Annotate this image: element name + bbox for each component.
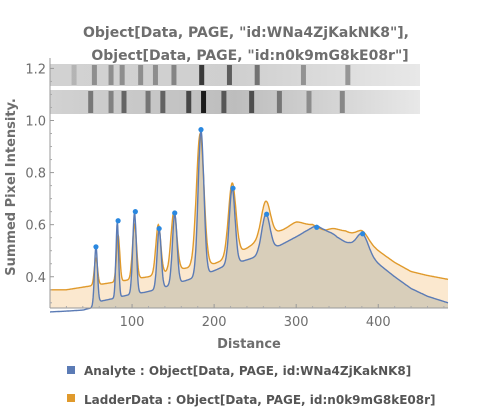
y-tick-label: 0.4: [25, 271, 46, 286]
gel-band: [226, 65, 232, 85]
gel-band: [186, 91, 192, 113]
gel-lane-1: [50, 64, 420, 86]
gel-band: [249, 91, 255, 113]
series-fill-analyte: [50, 130, 448, 308]
legend-swatch-ladder: [67, 394, 75, 402]
peak-marker: [93, 244, 99, 250]
chart-title-line-2: Object[Data, PAGE, "id:n0k9mG8kE08r"]: [91, 48, 408, 64]
peak-marker: [198, 127, 204, 133]
x-axis-label: Distance: [217, 337, 281, 352]
peak-marker: [230, 185, 236, 191]
legend-label-analyte: Analyte : Object[Data, PAGE, id:WNa4ZjKa…: [84, 364, 411, 378]
gel-band: [145, 91, 151, 113]
gel-band: [88, 91, 94, 113]
gel-band: [71, 65, 77, 85]
gel-band: [121, 91, 127, 113]
gel-band: [254, 65, 260, 85]
x-tick-label: 300: [284, 315, 309, 330]
gel-band: [201, 91, 207, 113]
y-tick-label: 0.6: [25, 219, 46, 234]
gel-image: [50, 64, 420, 114]
axes: 100 200 300 400 0.4 0.6 0.8 1.0 1.2: [25, 58, 448, 330]
x-tick-label: 400: [366, 315, 391, 330]
gel-band: [276, 91, 282, 113]
y-tick-label: 0.8: [25, 167, 46, 182]
gel-lane-2: [50, 90, 420, 114]
legend-swatch-analyte: [67, 366, 75, 374]
peak-marker: [115, 218, 121, 224]
gel-band: [300, 65, 306, 85]
peak-marker: [264, 211, 270, 217]
x-tick-label: 200: [202, 315, 227, 330]
gel-band: [108, 91, 114, 113]
peak-marker: [172, 210, 178, 216]
peak-marker: [314, 224, 320, 230]
y-tick-label: 1.2: [25, 62, 46, 77]
y-tick-label: 1.0: [25, 115, 46, 130]
x-tick-label: 100: [120, 315, 145, 330]
legend-label-ladder: LadderData : Object[Data, PAGE, id:n0k9m…: [84, 393, 436, 407]
y-axis-label: Summed Pixel Intensity.: [4, 98, 19, 276]
gel-band: [199, 65, 205, 85]
gel-band: [119, 65, 125, 85]
gel-band: [108, 65, 114, 85]
gel-band: [152, 65, 158, 85]
peak-marker: [156, 225, 162, 232]
gel-band: [339, 91, 345, 113]
gel-band: [160, 91, 166, 113]
gel-band: [91, 65, 97, 85]
gel-band: [345, 65, 351, 85]
peak-marker: [132, 209, 138, 215]
gel-band: [306, 91, 312, 113]
legend: Analyte : Object[Data, PAGE, id:WNa4ZjKa…: [67, 364, 436, 407]
chart-title-line-1: Object[Data, PAGE, "id:WNa4ZjKakNK8"],: [83, 25, 409, 41]
series-line-analyte: [50, 128, 449, 313]
gel-band: [221, 91, 227, 113]
plot-area: [50, 127, 449, 313]
gel-band: [138, 65, 144, 85]
gel-band: [171, 65, 177, 85]
peak-marker: [360, 231, 366, 237]
